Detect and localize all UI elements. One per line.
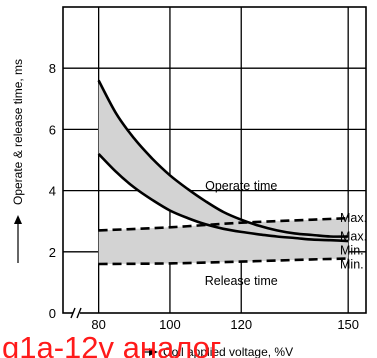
overlay-watermark-text: g1a-12v аналог	[2, 330, 221, 358]
end-label-1-lower: Min.	[340, 258, 364, 272]
end-label-0-lower: Min.	[340, 244, 364, 258]
x-axis-title: Coil applied voltage, %V	[142, 345, 293, 358]
y-tick-label-0: 0	[49, 306, 56, 321]
y-tick-label-4: 4	[49, 184, 56, 199]
band-label-0: Operate time	[205, 179, 277, 193]
end-label-1-upper: Max.	[340, 211, 367, 225]
y-axis-label: Operate & release time, ms	[11, 59, 25, 205]
band-fill-0	[98, 80, 349, 242]
x-axis-break-mark-2	[76, 307, 82, 319]
y-axis-arrow-head	[14, 215, 22, 224]
x-tick-label-100: 100	[159, 317, 181, 332]
curve-1-lower	[98, 257, 349, 266]
y-axis-title: Operate & release time, ms	[11, 59, 25, 263]
plot-frame	[62, 6, 367, 319]
band-fill-1	[98, 218, 349, 264]
y-tick-label-2: 2	[49, 245, 56, 260]
curve-1-upper	[98, 216, 349, 232]
curve-0-lower	[97, 152, 349, 243]
y-tick-label-8: 8	[49, 61, 56, 76]
band-fills	[98, 80, 349, 264]
x-axis-label: Coil applied voltage, %V	[163, 345, 293, 358]
x-axis-arrow-head	[149, 348, 158, 356]
x-tick-label-150: 150	[337, 317, 359, 332]
x-axis-break-gap	[73, 308, 80, 318]
tick-labels: 80 100 120 150 0 2 4 6 8	[49, 61, 359, 332]
x-tick-label-120: 120	[230, 317, 252, 332]
band-label-1: Release time	[205, 274, 278, 288]
plot-border	[62, 6, 367, 314]
x-tick-label-80: 80	[91, 317, 105, 332]
x-axis-break-mark-1	[70, 307, 76, 319]
y-tick-label-6: 6	[49, 122, 56, 137]
curves	[97, 79, 349, 266]
end-label-0-upper: Max.	[340, 230, 367, 244]
curve-0-upper	[97, 79, 349, 238]
